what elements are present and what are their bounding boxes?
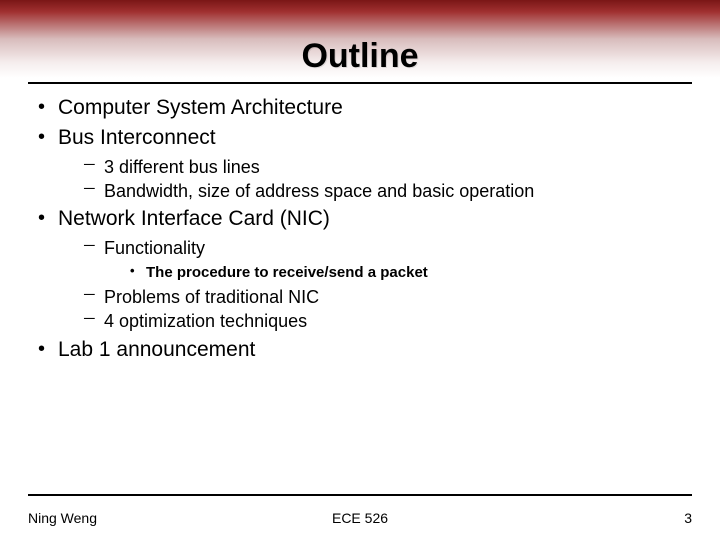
list-item: 4 optimization techniques (84, 309, 692, 333)
sub-sub-list: The procedure to receive/send a packet (104, 262, 692, 283)
bullet-text: 4 optimization techniques (104, 311, 307, 331)
bullet-text: Functionality (104, 238, 205, 258)
bullet-list: Computer System Architecture Bus Interco… (28, 94, 692, 364)
footer-course: ECE 526 (332, 510, 388, 526)
list-item: Computer System Architecture (34, 94, 692, 122)
list-item: Network Interface Card (NIC) Functionali… (34, 205, 692, 333)
sub-list: Functionality The procedure to receive/s… (58, 236, 692, 334)
footer-author: Ning Weng (28, 510, 97, 526)
bullet-text: Computer System Architecture (58, 96, 343, 119)
list-item: Bus Interconnect 3 different bus lines B… (34, 124, 692, 203)
bullet-text: Problems of traditional NIC (104, 287, 319, 307)
bullet-text: Lab 1 announcement (58, 338, 255, 361)
bullet-text: The procedure to receive/send a packet (146, 264, 428, 281)
footer-page-number: 3 (684, 510, 692, 526)
footer-rule (28, 494, 692, 496)
bullet-text: 3 different bus lines (104, 157, 260, 177)
slide-title: Outline (301, 37, 418, 76)
list-item: The procedure to receive/send a packet (130, 262, 692, 283)
content-area: Computer System Architecture Bus Interco… (0, 84, 720, 364)
list-item: Lab 1 announcement (34, 336, 692, 364)
bullet-text: Bandwidth, size of address space and bas… (104, 181, 534, 201)
list-item: 3 different bus lines (84, 155, 692, 179)
list-item: Problems of traditional NIC (84, 285, 692, 309)
list-item: Functionality The procedure to receive/s… (84, 236, 692, 283)
footer: Ning Weng ECE 526 3 (0, 510, 720, 526)
bullet-text: Bus Interconnect (58, 126, 216, 149)
bullet-text: Network Interface Card (NIC) (58, 207, 330, 230)
header-gradient: Outline (0, 0, 720, 78)
list-item: Bandwidth, size of address space and bas… (84, 179, 692, 203)
sub-list: 3 different bus lines Bandwidth, size of… (58, 155, 692, 204)
